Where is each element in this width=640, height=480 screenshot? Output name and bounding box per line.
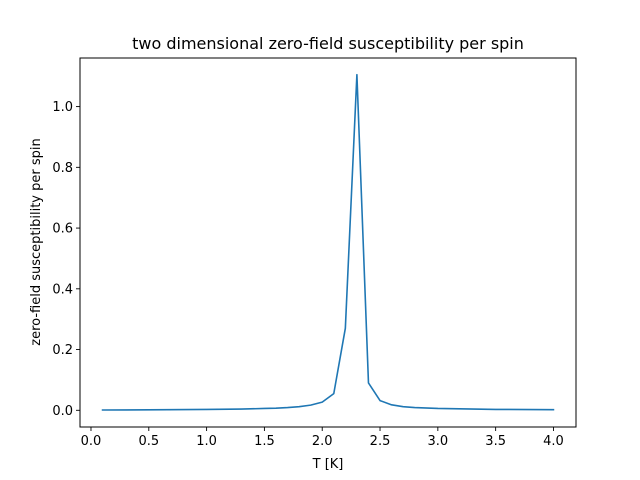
x-tick-label: 2.5 (370, 434, 391, 449)
y-tick-label: 0.8 (52, 161, 73, 176)
x-tick-label: 1.5 (254, 434, 275, 449)
y-axis-label: zero-field susceptibility per spin (29, 138, 44, 345)
x-tick-label: 3.0 (427, 434, 448, 449)
y-tick-label: 1.0 (52, 100, 73, 115)
axes-frame (79, 57, 577, 428)
x-tick-label: 0.0 (81, 434, 102, 449)
x-axis-label: T [K] (312, 457, 344, 472)
x-tick-label: 4.0 (543, 434, 564, 449)
x-tick-label: 2.0 (312, 434, 333, 449)
series-line (101, 73, 555, 411)
plot-area (101, 73, 555, 411)
chart-title: two dimensional zero-field susceptibilit… (132, 34, 524, 53)
y-tick-label: 0.2 (52, 343, 73, 358)
y-tick-label: 0.4 (52, 282, 73, 297)
y-axis: 0.0 0.2 0.4 0.6 0.8 1.0 (52, 100, 80, 419)
x-tick-label: 0.5 (138, 434, 159, 449)
y-tick-label: 0.6 (52, 222, 73, 237)
x-tick-label: 1.0 (196, 434, 217, 449)
x-axis: 0.0 0.5 1.0 1.5 2.0 2.5 3.0 3.5 4.0 (81, 427, 564, 449)
x-tick-label: 3.5 (485, 434, 506, 449)
y-tick-label: 0.0 (52, 404, 73, 419)
